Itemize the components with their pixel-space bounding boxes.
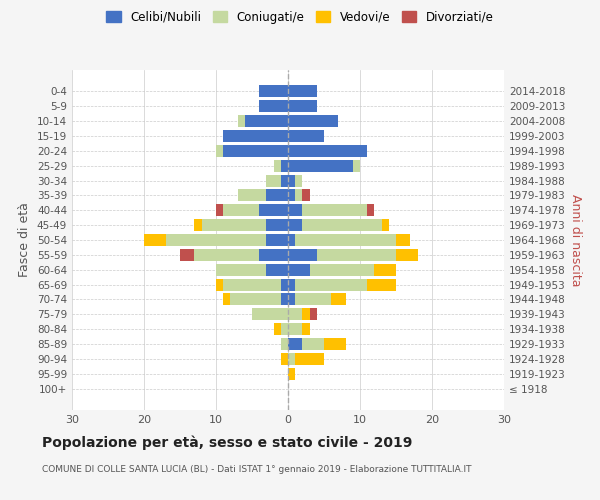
Bar	[302, 308, 310, 320]
Bar	[288, 130, 324, 142]
Bar	[295, 353, 324, 365]
Bar	[288, 204, 302, 216]
Bar	[194, 249, 259, 261]
Bar	[259, 100, 288, 112]
Bar	[288, 249, 317, 261]
Bar	[281, 174, 288, 186]
Bar	[302, 323, 310, 335]
Bar	[166, 234, 266, 246]
Bar	[281, 294, 288, 306]
Bar	[223, 294, 230, 306]
Bar	[295, 174, 302, 186]
Bar	[245, 115, 288, 127]
Bar	[302, 190, 310, 202]
Bar	[274, 160, 281, 172]
Bar	[288, 190, 295, 202]
Bar	[281, 353, 288, 365]
Bar	[288, 294, 295, 306]
Y-axis label: Fasce di età: Fasce di età	[19, 202, 31, 278]
Bar	[295, 190, 302, 202]
Bar	[288, 234, 295, 246]
Bar	[216, 278, 223, 290]
Bar	[288, 145, 367, 157]
Bar	[288, 160, 353, 172]
Bar	[194, 219, 202, 231]
Text: COMUNE DI COLLE SANTA LUCIA (BL) - Dati ISTAT 1° gennaio 2019 - Elaborazione TUT: COMUNE DI COLLE SANTA LUCIA (BL) - Dati …	[42, 465, 472, 474]
Bar	[266, 190, 288, 202]
Bar	[288, 353, 295, 365]
Bar	[281, 323, 288, 335]
Bar	[331, 294, 346, 306]
Bar	[295, 234, 396, 246]
Bar	[288, 323, 302, 335]
Bar	[288, 308, 302, 320]
Bar	[266, 234, 288, 246]
Bar	[223, 278, 281, 290]
Bar	[216, 264, 266, 276]
Bar	[259, 249, 288, 261]
Bar	[288, 278, 295, 290]
Bar	[238, 115, 245, 127]
Bar	[252, 308, 288, 320]
Bar	[288, 368, 295, 380]
Bar	[288, 86, 317, 98]
Bar	[281, 338, 288, 350]
Bar	[367, 204, 374, 216]
Bar	[288, 174, 295, 186]
Bar	[374, 264, 396, 276]
Bar	[295, 294, 331, 306]
Bar	[288, 100, 317, 112]
Bar	[216, 145, 223, 157]
Bar	[288, 115, 338, 127]
Bar	[324, 338, 346, 350]
Bar	[223, 130, 288, 142]
Bar	[144, 234, 166, 246]
Bar	[266, 264, 288, 276]
Bar	[259, 86, 288, 98]
Bar	[180, 249, 194, 261]
Bar	[266, 174, 281, 186]
Bar	[288, 219, 302, 231]
Bar	[396, 234, 410, 246]
Bar	[202, 219, 266, 231]
Bar	[266, 219, 288, 231]
Text: Popolazione per età, sesso e stato civile - 2019: Popolazione per età, sesso e stato civil…	[42, 435, 412, 450]
Bar	[281, 160, 288, 172]
Bar	[223, 204, 259, 216]
Bar	[302, 338, 324, 350]
Bar	[230, 294, 281, 306]
Bar	[238, 190, 266, 202]
Bar	[216, 204, 223, 216]
Bar	[295, 278, 367, 290]
Bar	[353, 160, 360, 172]
Bar	[302, 219, 382, 231]
Bar	[288, 338, 302, 350]
Bar	[281, 278, 288, 290]
Bar	[367, 278, 396, 290]
Bar	[382, 219, 389, 231]
Bar	[396, 249, 418, 261]
Bar	[259, 204, 288, 216]
Y-axis label: Anni di nascita: Anni di nascita	[569, 194, 582, 286]
Bar	[310, 308, 317, 320]
Bar	[302, 204, 367, 216]
Bar	[317, 249, 396, 261]
Bar	[223, 145, 288, 157]
Bar	[274, 323, 281, 335]
Legend: Celibi/Nubili, Coniugati/e, Vedovi/e, Divorziati/e: Celibi/Nubili, Coniugati/e, Vedovi/e, Di…	[101, 6, 499, 28]
Bar	[310, 264, 374, 276]
Bar	[288, 264, 310, 276]
